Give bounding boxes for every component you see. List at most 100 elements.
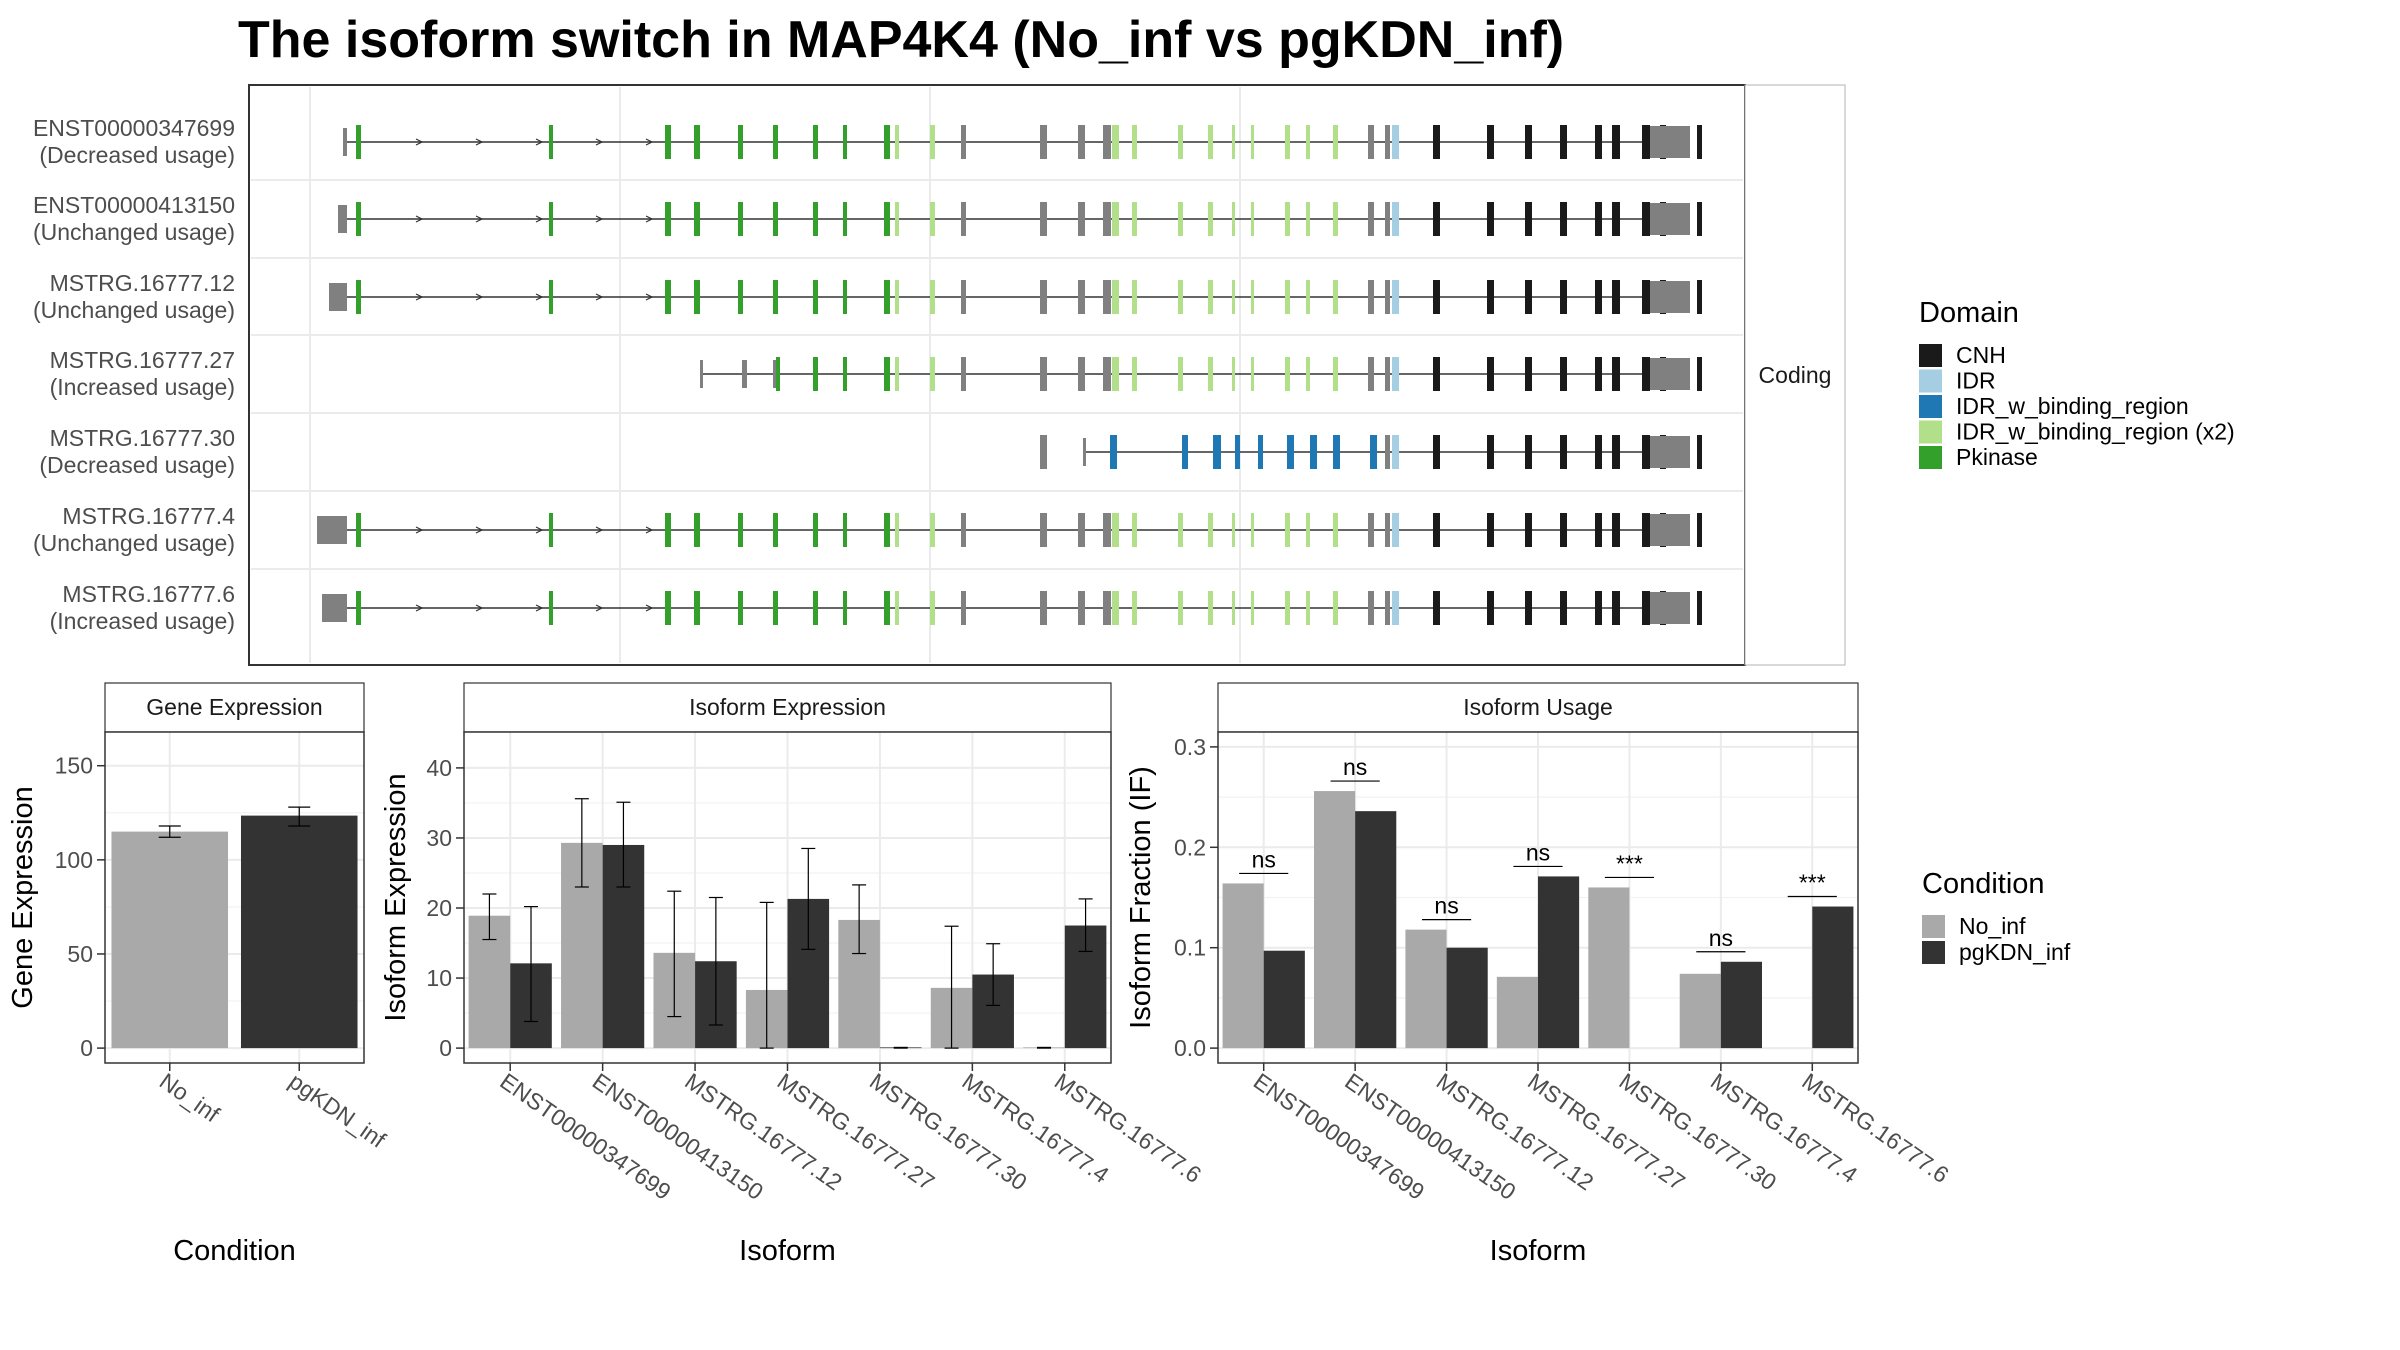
condition-legend-title: Condition — [1922, 868, 2045, 900]
exon — [813, 513, 818, 547]
exon — [1368, 202, 1374, 236]
exon — [1697, 202, 1702, 236]
exon — [1433, 202, 1440, 236]
exon — [1208, 280, 1213, 314]
transcript-name: MSTRG.16777.6 — [62, 581, 235, 607]
exon — [1487, 125, 1494, 159]
exon — [1487, 513, 1494, 547]
significance-label: ns — [1434, 893, 1458, 919]
exon — [961, 125, 966, 159]
bar — [240, 815, 358, 1049]
exon — [1208, 202, 1213, 236]
exon — [1040, 435, 1047, 469]
bar — [1496, 976, 1538, 1049]
exon — [1525, 125, 1532, 159]
exon — [1612, 357, 1620, 391]
transcript-usage: (Increased usage) — [50, 608, 235, 634]
exon — [1333, 280, 1338, 314]
exon — [895, 513, 899, 547]
exon — [1208, 513, 1213, 547]
exon — [1385, 125, 1390, 159]
exon — [1333, 125, 1338, 159]
strand-arrow — [645, 293, 654, 301]
exon — [1595, 280, 1602, 314]
exon — [1525, 357, 1532, 391]
strand-arrow — [475, 215, 484, 223]
exon — [1612, 280, 1620, 314]
exon — [1306, 280, 1310, 314]
exon — [776, 357, 780, 391]
strand-arrow — [535, 215, 544, 223]
transcript-track — [700, 357, 1702, 391]
exon — [1178, 513, 1183, 547]
exon — [1487, 357, 1494, 391]
gene-expression-chart: Gene Expression 0 50 100 150 No_inf pgKDN_inf C… — [7, 682, 391, 1267]
bar — [1812, 906, 1854, 1049]
exon — [694, 125, 700, 159]
exon — [1112, 280, 1119, 314]
exon — [343, 205, 347, 233]
bar — [1405, 929, 1447, 1049]
exon — [1333, 435, 1340, 469]
exon — [1392, 435, 1399, 469]
exon — [884, 591, 890, 625]
exon — [1178, 591, 1183, 625]
transcript-name: MSTRG.16777.27 — [50, 347, 235, 373]
exon — [843, 591, 847, 625]
exon — [1132, 591, 1137, 625]
exon — [1612, 513, 1620, 547]
exon — [1132, 513, 1137, 547]
exon — [1112, 513, 1119, 547]
x-tick-label: ENST00000413150 — [1340, 1068, 1520, 1205]
y-axis-title: Gene Expression — [7, 786, 39, 1008]
condition-legend-label: No_inf — [1959, 913, 2026, 939]
significance-label: ns — [1709, 925, 1733, 951]
exon — [1083, 438, 1086, 466]
exon — [1433, 357, 1440, 391]
main-title: The isoform switch in MAP4K4 (No_inf vs … — [238, 11, 1564, 69]
strand-arrow — [475, 138, 484, 146]
strand-arrow — [645, 215, 654, 223]
exon — [1285, 125, 1290, 159]
exon — [1235, 435, 1240, 469]
exon — [1078, 125, 1085, 159]
exon — [1525, 280, 1532, 314]
utr-exon — [338, 205, 343, 233]
exon — [343, 283, 347, 311]
strand-arrow — [475, 293, 484, 301]
transcript-track — [329, 280, 1702, 314]
exon — [1612, 125, 1620, 159]
exon — [549, 125, 553, 159]
isoform-expression-chart: Isoform Expression 0 10 20 30 40 ENST000003476… — [380, 682, 1206, 1267]
panel-title: Gene Expression — [146, 694, 322, 720]
exon — [694, 280, 700, 314]
transcript-name: MSTRG.16777.12 — [50, 270, 235, 296]
x-tick-label: ENST00000413150 — [588, 1068, 768, 1205]
strand-arrow — [645, 604, 654, 612]
exon — [343, 594, 347, 622]
exon — [665, 591, 671, 625]
structure-grid — [251, 87, 1743, 663]
x-tick-label: MSTRG.16777.27 — [773, 1068, 940, 1196]
exon — [1232, 280, 1235, 314]
x-tick-label: MSTRG.16777.6 — [1797, 1068, 1953, 1188]
exon — [694, 591, 700, 625]
exon — [356, 513, 361, 547]
exon — [1132, 125, 1137, 159]
strand-arrow — [415, 293, 424, 301]
exon — [1040, 280, 1047, 314]
exon — [1560, 435, 1567, 469]
exon — [1697, 357, 1702, 391]
exon — [1392, 357, 1399, 391]
exon — [1612, 202, 1620, 236]
exon — [1103, 125, 1111, 159]
exon — [1213, 435, 1221, 469]
exon — [1132, 357, 1137, 391]
transcript-name: MSTRG.16777.4 — [62, 503, 235, 529]
strand-arrow — [415, 526, 424, 534]
bar — [1222, 883, 1264, 1049]
strand-arrow — [535, 604, 544, 612]
strand-arrow — [595, 526, 604, 534]
exon — [1251, 591, 1254, 625]
